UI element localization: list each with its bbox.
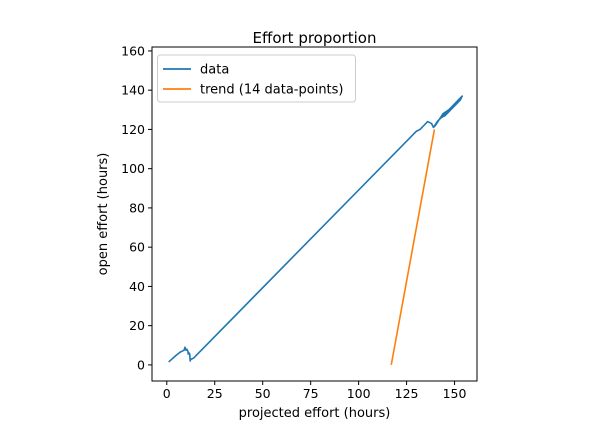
x-tick-label: 25: [207, 386, 223, 401]
series-line-data: [168, 95, 464, 363]
x-axis: 0 25 50 75 100 125 150: [163, 381, 467, 401]
plot-frame: [151, 46, 478, 382]
x-tick-label: 150: [443, 386, 467, 401]
y-tick-label: 80: [129, 200, 145, 215]
y-tick-label: 100: [121, 161, 145, 176]
y-tick-label: 120: [121, 122, 145, 137]
y-tick-label: 20: [129, 318, 145, 333]
chart-title: Effort proportion: [253, 29, 377, 47]
y-tick-label: 0: [137, 357, 145, 372]
plot-area: [151, 46, 478, 382]
legend-label-data: data: [200, 63, 229, 78]
legend: data trend (14 data-points): [157, 54, 356, 103]
x-tick-label: 75: [303, 386, 319, 401]
x-tick-label: 100: [347, 386, 371, 401]
y-tick-label: 140: [121, 83, 145, 98]
y-axis: 0 20 40 60 80 100 120 140 160: [121, 43, 152, 372]
x-tick-label: 125: [395, 386, 419, 401]
x-axis-label: projected effort (hours): [239, 406, 391, 421]
y-tick-label: 60: [129, 240, 145, 255]
legend-label-trend: trend (14 data-points): [200, 83, 344, 98]
legend-box: [157, 54, 356, 103]
x-tick-label: 0: [163, 386, 171, 401]
x-tick-label: 50: [255, 386, 271, 401]
y-axis-label: open effort (hours): [96, 153, 111, 276]
series-line-trend: [390, 129, 436, 366]
y-tick-label: 160: [121, 43, 145, 58]
y-tick-label: 40: [129, 279, 145, 294]
